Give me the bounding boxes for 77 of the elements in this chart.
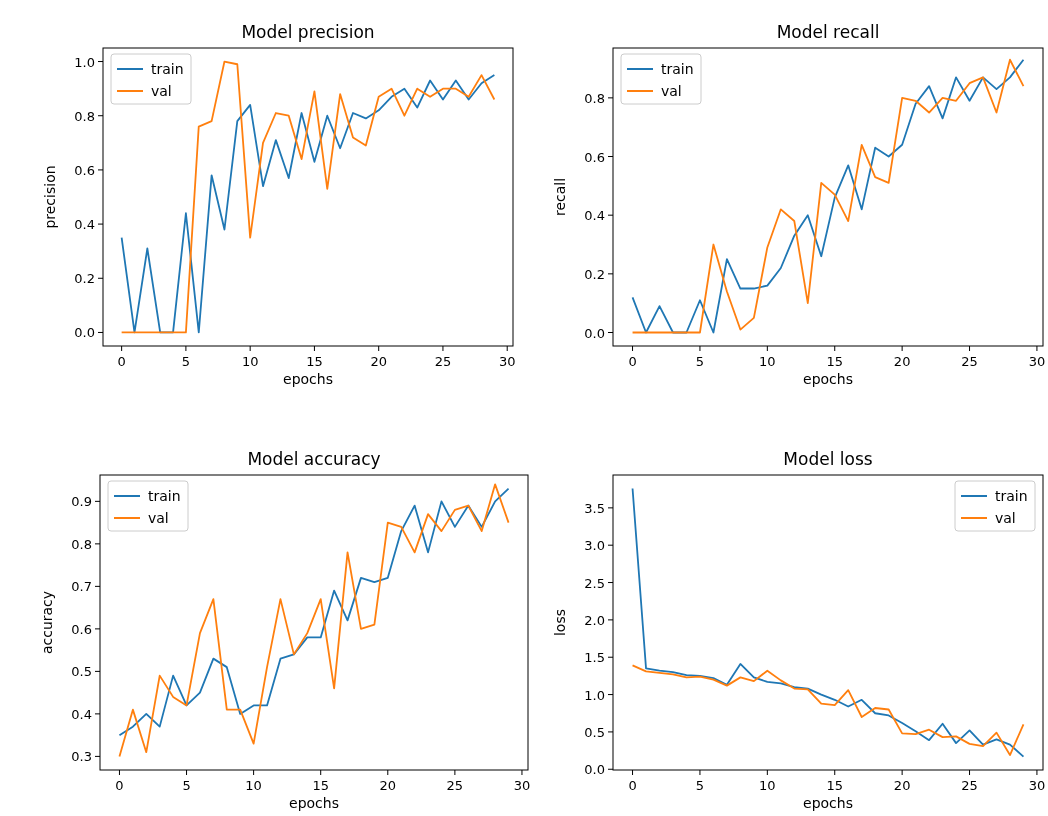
y-tick-label: 0.0 <box>584 762 605 778</box>
y-tick-label: 0.4 <box>74 217 95 233</box>
x-tick-label: 25 <box>446 778 464 793</box>
x-tick-label: 30 <box>1028 354 1046 369</box>
y-tick-label: 1.5 <box>584 650 605 666</box>
x-tick-label: 5 <box>695 778 705 793</box>
x-tick-label: 25 <box>961 354 978 369</box>
x-tick-label: 5 <box>181 354 191 369</box>
legend-label: train <box>995 488 1028 504</box>
y-tick-label: 0.4 <box>584 208 605 224</box>
x-tick-label: 30 <box>1028 778 1046 793</box>
x-tick-label: 20 <box>379 778 397 793</box>
x-axis-title: epochs <box>289 795 339 811</box>
x-tick-label: 25 <box>434 354 452 369</box>
y-tick-label: 2.0 <box>584 612 605 628</box>
y-tick-label: 3.0 <box>584 538 605 554</box>
y-tick-label: 0.6 <box>71 621 92 637</box>
x-tick-label: 10 <box>241 354 259 369</box>
x-tick-label: 15 <box>306 354 323 369</box>
x-axis-title: epochs <box>803 795 853 811</box>
y-tick-label: 2.5 <box>584 575 605 591</box>
legend-label: val <box>661 83 682 99</box>
x-tick-label: 20 <box>893 354 911 369</box>
y-axis-title: precision <box>42 165 58 229</box>
legend-label: val <box>151 83 172 99</box>
y-tick-label: 3.5 <box>584 500 605 516</box>
legend-label: train <box>661 61 694 77</box>
x-tick-label: 5 <box>695 354 705 369</box>
y-tick-label: 0.4 <box>71 706 92 722</box>
x-axis-title: epochs <box>283 371 333 387</box>
chart-title: Model precision <box>241 22 375 42</box>
y-tick-label: 1.0 <box>74 54 95 70</box>
x-tick-label: 10 <box>759 354 776 369</box>
y-tick-label: 0.0 <box>584 325 605 341</box>
y-axis-title: accuracy <box>39 590 55 655</box>
legend-label: train <box>151 61 184 77</box>
x-tick-label: 15 <box>826 354 844 369</box>
legend-label: val <box>995 510 1016 526</box>
line-series <box>631 487 1025 758</box>
x-tick-label: 30 <box>513 778 531 793</box>
x-tick-label: 0 <box>117 354 126 369</box>
y-tick-label: 0.3 <box>71 749 92 765</box>
y-tick-label: 0.6 <box>584 149 605 165</box>
x-tick-label: 15 <box>312 778 329 793</box>
y-tick-label: 0.5 <box>71 664 92 680</box>
y-tick-label: 0.0 <box>74 325 95 341</box>
x-tick-label: 10 <box>245 778 262 793</box>
y-tick-label: 0.2 <box>74 271 95 287</box>
x-tick-label: 15 <box>826 778 844 793</box>
x-tick-label: 0 <box>628 354 637 369</box>
legend-label: train <box>148 488 181 504</box>
y-tick-label: 0.8 <box>74 108 95 124</box>
legend-label: val <box>148 510 169 526</box>
chart-title: Model accuracy <box>247 449 381 469</box>
y-axis-title: loss <box>552 608 568 637</box>
line-series <box>631 664 1025 756</box>
y-tick-label: 0.8 <box>584 90 605 106</box>
x-tick-label: 30 <box>498 354 516 369</box>
y-tick-label: 0.6 <box>74 162 95 178</box>
x-tick-label: 0 <box>628 778 637 793</box>
x-tick-label: 25 <box>961 778 978 793</box>
chart-title: Model recall <box>776 22 880 42</box>
y-tick-label: 0.2 <box>584 266 605 282</box>
y-tick-label: 0.7 <box>71 579 92 595</box>
x-tick-label: 20 <box>893 778 911 793</box>
x-tick-label: 5 <box>182 778 191 793</box>
x-tick-label: 10 <box>759 778 776 793</box>
y-axis-title: recall <box>552 177 568 217</box>
x-tick-label: 20 <box>370 354 387 369</box>
y-tick-label: 0.5 <box>584 724 605 740</box>
line-series <box>631 58 1025 334</box>
x-tick-label: 0 <box>115 778 124 793</box>
y-tick-label: 1.0 <box>584 687 605 703</box>
chart-title: Model loss <box>783 449 873 469</box>
y-tick-label: 0.8 <box>71 536 92 552</box>
y-tick-label: 0.9 <box>71 494 92 510</box>
x-axis-title: epochs <box>803 371 853 387</box>
